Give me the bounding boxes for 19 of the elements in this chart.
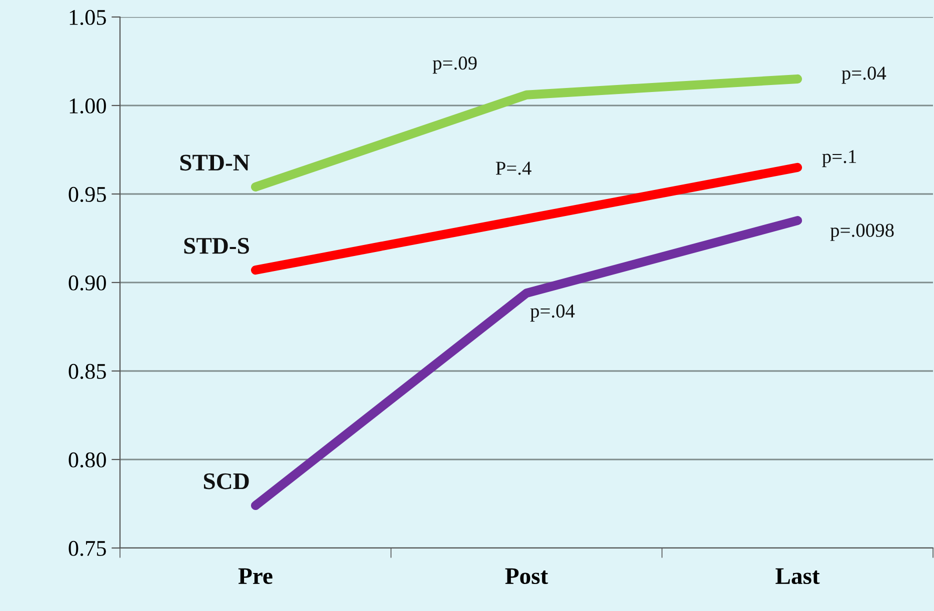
series-label: STD-N — [180, 154, 250, 171]
x-tick-label: Pre — [238, 568, 272, 584]
y-tick-label: 0.90 — [68, 275, 106, 291]
y-tick-label: 0.95 — [68, 186, 106, 202]
y-tick-label: 1.05 — [70, 10, 106, 26]
y-tick-label: 0.85 — [68, 364, 106, 380]
y-tick-label: 0.75 — [68, 540, 106, 556]
annotation: p=.09 — [432, 56, 477, 74]
annotation: P=.4 — [496, 162, 532, 175]
x-tick-label: Last — [776, 568, 820, 584]
y-tick-label: 0.80 — [68, 452, 106, 468]
annotation: p=.04 — [842, 66, 886, 84]
series-label: SCD — [204, 473, 249, 490]
annotation: p=.0098 — [830, 224, 894, 241]
series-label: STD-S — [184, 238, 249, 254]
annotation: p=.1 — [822, 150, 856, 168]
annotation: p=.04 — [530, 304, 575, 322]
y-tick-label: 1.00 — [70, 98, 106, 114]
x-tick-label: Post — [505, 568, 548, 584]
